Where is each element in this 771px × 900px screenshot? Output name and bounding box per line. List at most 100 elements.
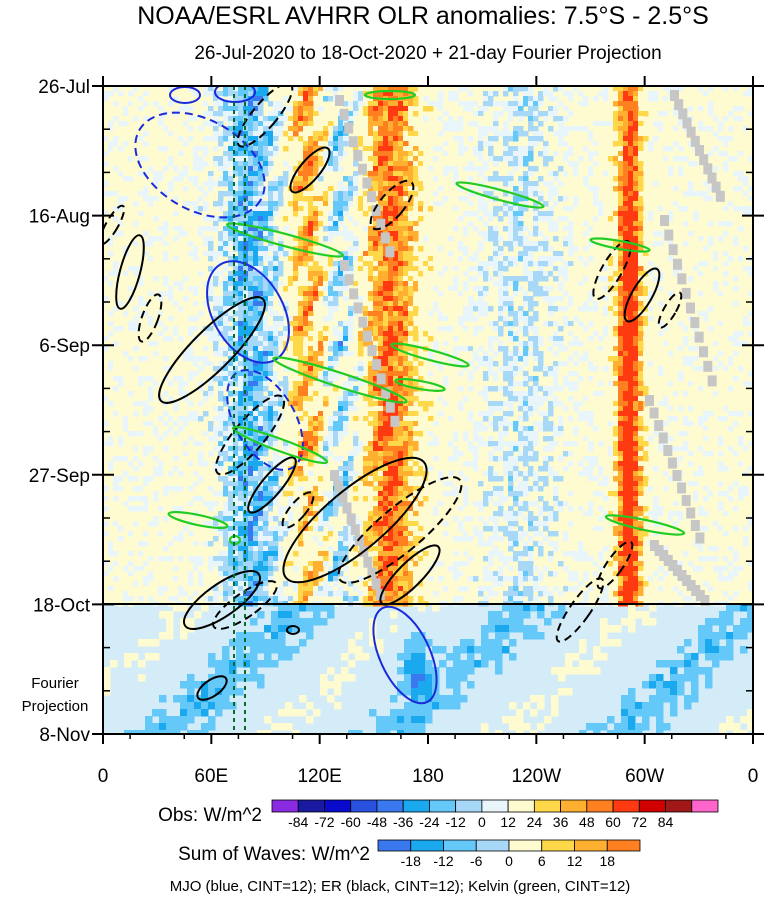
- field-cell: [388, 231, 394, 237]
- field-cell: [468, 296, 474, 302]
- field-cell: [428, 331, 434, 337]
- field-cell: [148, 176, 154, 182]
- field-cell: [158, 176, 164, 182]
- field-cell: [368, 261, 374, 267]
- field-cell: [413, 311, 419, 317]
- field-cell: [728, 336, 734, 342]
- field-cell: [258, 191, 264, 197]
- field-cell: [723, 251, 729, 257]
- field-cell: [478, 206, 484, 212]
- field-cell: [218, 181, 224, 187]
- field-cell: [498, 156, 504, 162]
- field-cell: [498, 311, 504, 317]
- field-cell: [208, 176, 214, 182]
- field-cell: [228, 206, 234, 212]
- field-cell: [688, 346, 694, 352]
- field-cell: [503, 241, 509, 247]
- field-cell: [688, 381, 694, 387]
- field-cell: [623, 281, 629, 287]
- field-cell: [478, 246, 484, 252]
- field-cell: [113, 171, 119, 177]
- field-cell: [698, 171, 704, 177]
- field-cell: [308, 366, 314, 372]
- field-cell: [373, 376, 379, 382]
- field-cell: [403, 196, 409, 202]
- field-cell: [118, 191, 124, 197]
- field-cell: [648, 91, 654, 97]
- field-cell: [508, 116, 514, 122]
- field-cell: [323, 356, 329, 362]
- field-cell: [498, 341, 504, 347]
- field-cell: [653, 156, 659, 162]
- field-cell: [388, 361, 394, 367]
- field-cell: [373, 251, 379, 257]
- field-cell: [678, 366, 684, 372]
- field-cell: [248, 251, 254, 257]
- field-cell: [698, 376, 704, 382]
- field-cell: [388, 121, 394, 127]
- field-cell: [488, 101, 494, 107]
- field-cell: [403, 116, 409, 122]
- field-cell: [718, 361, 724, 367]
- field-cell: [628, 186, 634, 192]
- field-cell: [393, 361, 399, 367]
- field-cell: [448, 251, 454, 257]
- field-cell: [253, 386, 259, 392]
- field-cell: [383, 371, 389, 377]
- field-cell: [488, 321, 494, 327]
- field-cell: [498, 306, 504, 312]
- field-cell: [493, 101, 499, 107]
- field-cell: [463, 271, 469, 277]
- field-cell: [138, 356, 144, 362]
- field-cell: [613, 216, 619, 222]
- field-cell: [388, 256, 394, 262]
- field-cell: [483, 271, 489, 277]
- field-cell: [633, 296, 639, 302]
- field-cell: [718, 256, 724, 262]
- field-cell: [388, 376, 394, 382]
- field-cell: [213, 331, 219, 337]
- anomaly-field: [103, 86, 753, 734]
- field-cell: [308, 221, 314, 227]
- field-cell: [588, 336, 594, 342]
- field-cell: [408, 111, 414, 117]
- field-cell: [193, 121, 199, 127]
- field-cell: [438, 131, 444, 137]
- field-cell: [633, 146, 639, 152]
- field-cell: [558, 326, 564, 332]
- field-cell: [333, 166, 339, 172]
- field-cell: [263, 376, 269, 382]
- field-cell: [628, 171, 634, 177]
- field-cell: [743, 191, 749, 197]
- field-cell: [738, 236, 744, 242]
- field-cell: [338, 146, 344, 152]
- field-cell: [578, 91, 584, 97]
- field-cell: [218, 246, 224, 252]
- field-cell: [463, 166, 469, 172]
- field-cell: [513, 331, 519, 337]
- field-cell: [528, 261, 534, 267]
- field-cell: [523, 266, 529, 272]
- field-cell: [648, 266, 654, 272]
- field-cell: [183, 266, 189, 272]
- field-cell: [718, 321, 724, 327]
- field-cell: [388, 236, 394, 242]
- field-cell: [523, 96, 529, 102]
- field-cell: [158, 126, 164, 132]
- field-cell: [523, 316, 529, 322]
- field-cell: [448, 241, 454, 247]
- field-cell: [343, 201, 349, 207]
- field-cell: [713, 116, 719, 122]
- field-cell: [433, 291, 439, 297]
- field-cell: [108, 381, 114, 387]
- field-cell: [303, 286, 309, 292]
- field-cell: [223, 331, 229, 337]
- field-cell: [493, 91, 499, 97]
- field-cell: [303, 376, 309, 382]
- field-cell: [648, 211, 654, 217]
- field-cell: [308, 256, 314, 262]
- field-cell: [253, 136, 259, 142]
- field-cell: [588, 156, 594, 162]
- field-cell: [223, 351, 229, 357]
- field-cell: [668, 351, 674, 357]
